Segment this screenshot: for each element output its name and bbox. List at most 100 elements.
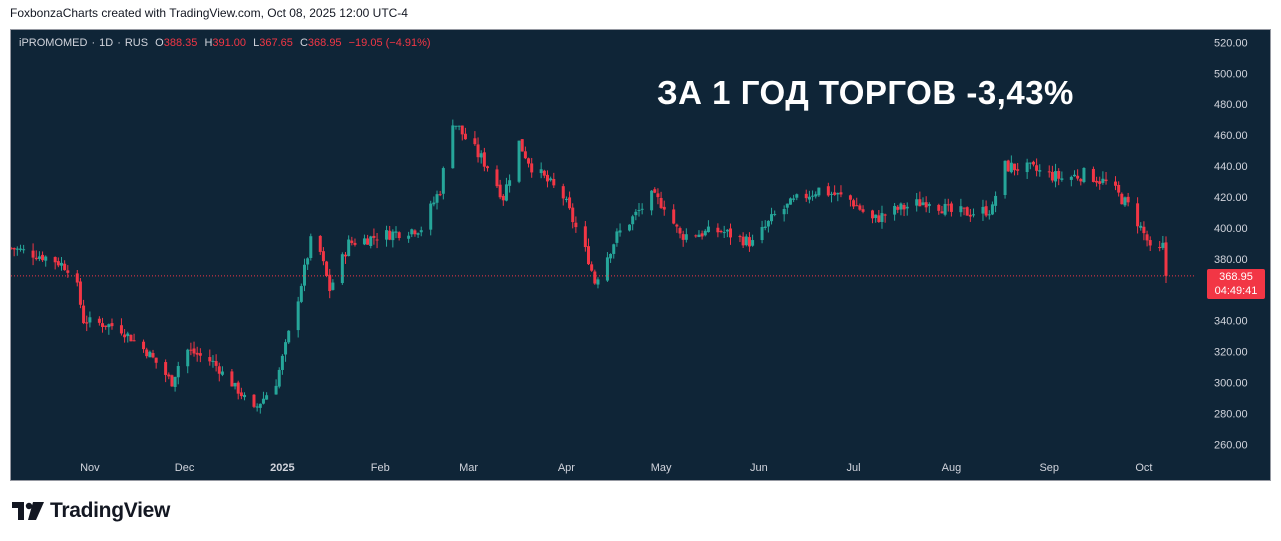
candle-body	[385, 230, 389, 240]
candle-body	[760, 227, 764, 241]
candle-body	[962, 207, 966, 209]
candle-body	[280, 355, 284, 370]
candle-body	[41, 254, 45, 261]
candle-body	[918, 199, 922, 207]
overlay-title: ЗА 1 ГОД ТОРГОВ -3,43%	[657, 74, 1074, 111]
candle-body	[347, 239, 351, 257]
candle-body	[905, 206, 909, 209]
candle-body	[1164, 242, 1168, 276]
candle-body	[344, 254, 348, 257]
candle-body	[1028, 162, 1032, 164]
candle-body	[104, 325, 108, 327]
candle-body	[1120, 193, 1124, 205]
candle-body	[684, 234, 688, 240]
candle-body	[943, 203, 947, 215]
y-tick-label: 420.00	[1214, 192, 1248, 204]
candle-body	[154, 357, 158, 363]
candle-body	[987, 214, 991, 216]
y-tick-label: 320.00	[1214, 347, 1248, 359]
candle-body	[1050, 171, 1054, 181]
y-tick-label: 520.00	[1214, 37, 1248, 49]
candle-body	[438, 194, 442, 196]
candle-body	[722, 232, 726, 234]
candle-body	[495, 169, 499, 187]
candle-body	[788, 198, 792, 205]
low-value: 367.65	[259, 37, 293, 49]
candle-body	[318, 235, 322, 252]
candle-body	[896, 206, 900, 210]
symbol-legend[interactable]: iPROMOMED · 1D · RUS O388.35 H391.00 L367.65…	[19, 37, 431, 49]
candle-body	[53, 257, 57, 263]
candle-body	[328, 274, 332, 292]
candle-body	[145, 349, 149, 357]
candlestick-chart[interactable]: 520.00 500.00 480.00 460.00 440.00 420.00 400.…	[11, 30, 1270, 480]
candle-body	[766, 220, 770, 227]
candle-body	[1069, 176, 1073, 180]
chart-panel[interactable]: 520.00 500.00 480.00 460.00 440.00 420.00 400.…	[10, 29, 1271, 481]
candle-body	[413, 230, 417, 235]
candle-body	[473, 138, 477, 145]
x-tick-label: Aug	[942, 462, 962, 474]
candle-body	[1101, 178, 1105, 183]
candle-body	[321, 251, 325, 262]
open-label: O	[155, 37, 164, 49]
y-tick-label: 500.00	[1214, 68, 1248, 80]
y-tick-label: 280.00	[1214, 408, 1248, 420]
candle-body	[719, 231, 723, 233]
candle-body	[429, 203, 433, 230]
legend-dot: ·	[117, 37, 121, 49]
candle-body	[1091, 168, 1095, 182]
candle-body	[302, 264, 306, 286]
candle-body	[407, 235, 411, 239]
candle-body	[366, 238, 370, 245]
candle-body	[265, 395, 269, 400]
candle-body	[508, 180, 512, 186]
candle-body	[78, 281, 82, 305]
candle-body	[129, 334, 133, 342]
candle-body	[198, 353, 202, 356]
candle-body	[782, 209, 786, 215]
candle-body	[375, 239, 379, 241]
x-tick-label: May	[651, 462, 672, 474]
y-tick-label: 400.00	[1214, 223, 1248, 235]
candle-body	[659, 198, 663, 208]
candle-body	[814, 194, 818, 197]
candle-body	[451, 125, 455, 169]
candle-body	[164, 362, 168, 375]
candle-body	[258, 403, 262, 408]
candle-body	[640, 208, 644, 210]
candle-body	[574, 222, 578, 228]
candle-body	[855, 205, 859, 207]
candle-body	[571, 207, 575, 223]
candle-body	[296, 301, 300, 331]
candles-group	[11, 119, 1168, 414]
candle-body	[631, 216, 635, 225]
candle-body	[1003, 160, 1007, 196]
candle-body	[214, 361, 218, 366]
candle-body	[618, 230, 622, 233]
candle-body	[18, 248, 22, 250]
candle-body	[1148, 240, 1152, 246]
candle-body	[893, 205, 897, 215]
candle-body	[924, 202, 928, 208]
candle-body	[763, 226, 767, 228]
candle-body	[148, 351, 152, 358]
candle-body	[568, 197, 572, 209]
candle-body	[173, 376, 177, 387]
candle-body	[678, 228, 682, 234]
candle-body	[486, 166, 490, 169]
candle-body	[1079, 179, 1083, 182]
candle-body	[362, 238, 366, 245]
candle-body	[1006, 160, 1010, 172]
candle-body	[208, 357, 212, 362]
x-tick-label: Mar	[459, 462, 478, 474]
candle-body	[965, 207, 969, 216]
candle-body	[552, 179, 556, 186]
candle-body	[1145, 234, 1149, 241]
candle-body	[981, 206, 985, 214]
candle-body	[990, 204, 994, 215]
candle-body	[482, 152, 486, 167]
tradingview-brand[interactable]: TradingView	[12, 499, 170, 523]
candle-body	[82, 305, 86, 324]
candle-body	[883, 214, 887, 216]
